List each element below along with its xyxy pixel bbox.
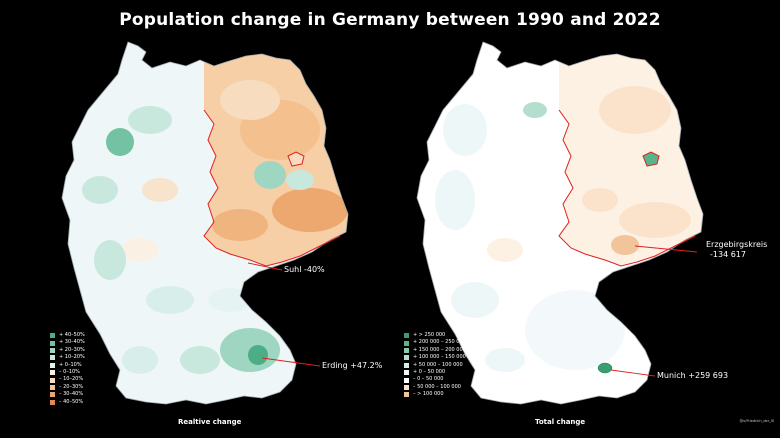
legend-swatch: [404, 333, 409, 339]
legend-label: – 0–10%: [59, 369, 80, 376]
legend-swatch: [50, 355, 55, 361]
relative-legend-item: + 0–10%: [50, 362, 85, 369]
legend-swatch: [50, 385, 55, 391]
relative-legend-item: + 30–40%: [50, 339, 85, 346]
legend-label: – 30–40%: [59, 391, 84, 398]
relative-change-legend: + 40–50% + 30–40% + 20–30% + 10–20% + 0–10% –…: [50, 332, 85, 406]
munich-leader: [610, 369, 656, 377]
erzgebirge-annotation-value: -134 617: [710, 250, 746, 259]
legend-label: – 10–20%: [59, 376, 84, 383]
total-legend-item: + 100 000 – 150 000: [404, 354, 466, 361]
legend-swatch: [404, 355, 409, 361]
total-change-caption: Total change: [535, 418, 586, 426]
erzgebirge-annotation-name: Erzgebirgskreis: [706, 240, 768, 249]
legend-swatch: [404, 340, 409, 346]
legend-swatch: [404, 370, 409, 376]
legend-label: + 20–30%: [59, 346, 85, 353]
page-title: Population change in Germany between 199…: [119, 10, 661, 30]
legend-swatch: [404, 348, 409, 354]
total-legend-item: – 0 – 50 000: [404, 376, 466, 383]
legend-label: + 30–40%: [59, 339, 85, 346]
legend-label: + 50 000 – 100 000: [413, 361, 463, 368]
erding-leader: [261, 357, 321, 367]
relative-legend-item: – 30–40%: [50, 391, 85, 398]
legend-label: + 200 000 – 250 000: [413, 339, 466, 346]
legend-label: – > 100 000: [413, 391, 444, 398]
erzgebirge-leader: [634, 245, 698, 253]
legend-label: + 0–10%: [59, 361, 82, 368]
relative-legend-item: – 20–30%: [50, 384, 85, 391]
legend-swatch: [50, 362, 55, 368]
legend-label: + 100 000 – 150 000: [413, 354, 466, 361]
suhl-leader: [247, 262, 283, 271]
total-legend-item: + 150 000 – 200 000: [404, 347, 466, 354]
legend-label: + > 250 000: [413, 332, 446, 338]
legend-swatch: [50, 340, 55, 346]
legend-swatch: [50, 377, 55, 383]
legend-label: + 40–50%: [59, 332, 85, 338]
total-change-legend: + > 250 000 + 200 000 – 250 000 + 150 000 …: [404, 332, 466, 399]
relative-legend-item: – 0–10%: [50, 369, 85, 376]
total-legend-item: – > 100 000: [404, 391, 466, 398]
relative-legend-item: + 20–30%: [50, 347, 85, 354]
legend-swatch: [404, 392, 409, 398]
munich-region: [597, 362, 613, 374]
legend-label: + 10–20%: [59, 354, 85, 361]
legend-swatch: [50, 399, 55, 405]
relative-legend-item: + 40–50%: [50, 332, 85, 339]
legend-swatch: [50, 392, 55, 398]
legend-swatch: [404, 385, 409, 391]
erding-annotation: Erding +47.2%: [322, 361, 383, 370]
relative-change-caption: Realtive change: [178, 418, 242, 426]
credit-text: @u/Friedrich_der_III: [739, 419, 774, 423]
legend-swatch: [404, 362, 409, 368]
total-legend-item: + > 250 000: [404, 332, 466, 339]
legend-label: – 50 000 – 100 000: [413, 383, 461, 390]
total-legend-item: – 50 000 – 100 000: [404, 384, 466, 391]
total-legend-item: + 50 000 – 100 000: [404, 362, 466, 369]
legend-swatch: [404, 377, 409, 383]
legend-label: – 0 – 50 000: [413, 376, 444, 383]
legend-swatch: [50, 333, 55, 339]
munich-annotation: Munich +259 693: [657, 371, 729, 380]
legend-label: + 150 000 – 200 000: [413, 346, 466, 353]
relative-legend-item: – 40–50%: [50, 399, 85, 406]
legend-label: + 0 – 50 000: [413, 369, 446, 376]
legend-label: – 20–30%: [59, 383, 84, 390]
relative-change-map: [61, 41, 349, 405]
total-legend-item: + 0 – 50 000: [404, 369, 466, 376]
legend-label: – 40–50%: [59, 398, 84, 405]
legend-swatch: [50, 348, 55, 354]
suhl-annotation: Suhl -40%: [284, 265, 325, 274]
relative-legend-item: – 10–20%: [50, 376, 85, 383]
total-legend-item: + 200 000 – 250 000: [404, 339, 466, 346]
legend-swatch: [50, 370, 55, 376]
relative-legend-item: + 10–20%: [50, 354, 85, 361]
